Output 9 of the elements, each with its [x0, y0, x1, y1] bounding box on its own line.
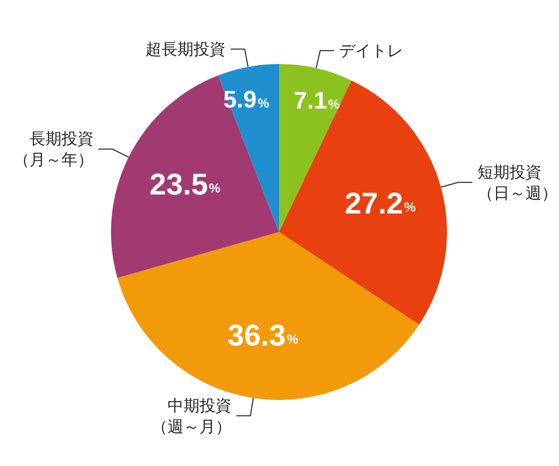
data-label: 36.3%	[227, 319, 299, 352]
slice-label: 短期投資（日～週）	[477, 162, 558, 202]
slice-label: 超長期投資	[146, 40, 226, 59]
slice-label: デイトレ	[339, 41, 404, 60]
data-label: 23.5%	[150, 168, 221, 202]
data-label: 27.2%	[344, 187, 416, 220]
slice-label: 長期投資（月～年）	[13, 129, 94, 170]
slice-label: 中期投資（週～月）	[151, 396, 232, 436]
data-label: 7.1%	[294, 87, 340, 114]
